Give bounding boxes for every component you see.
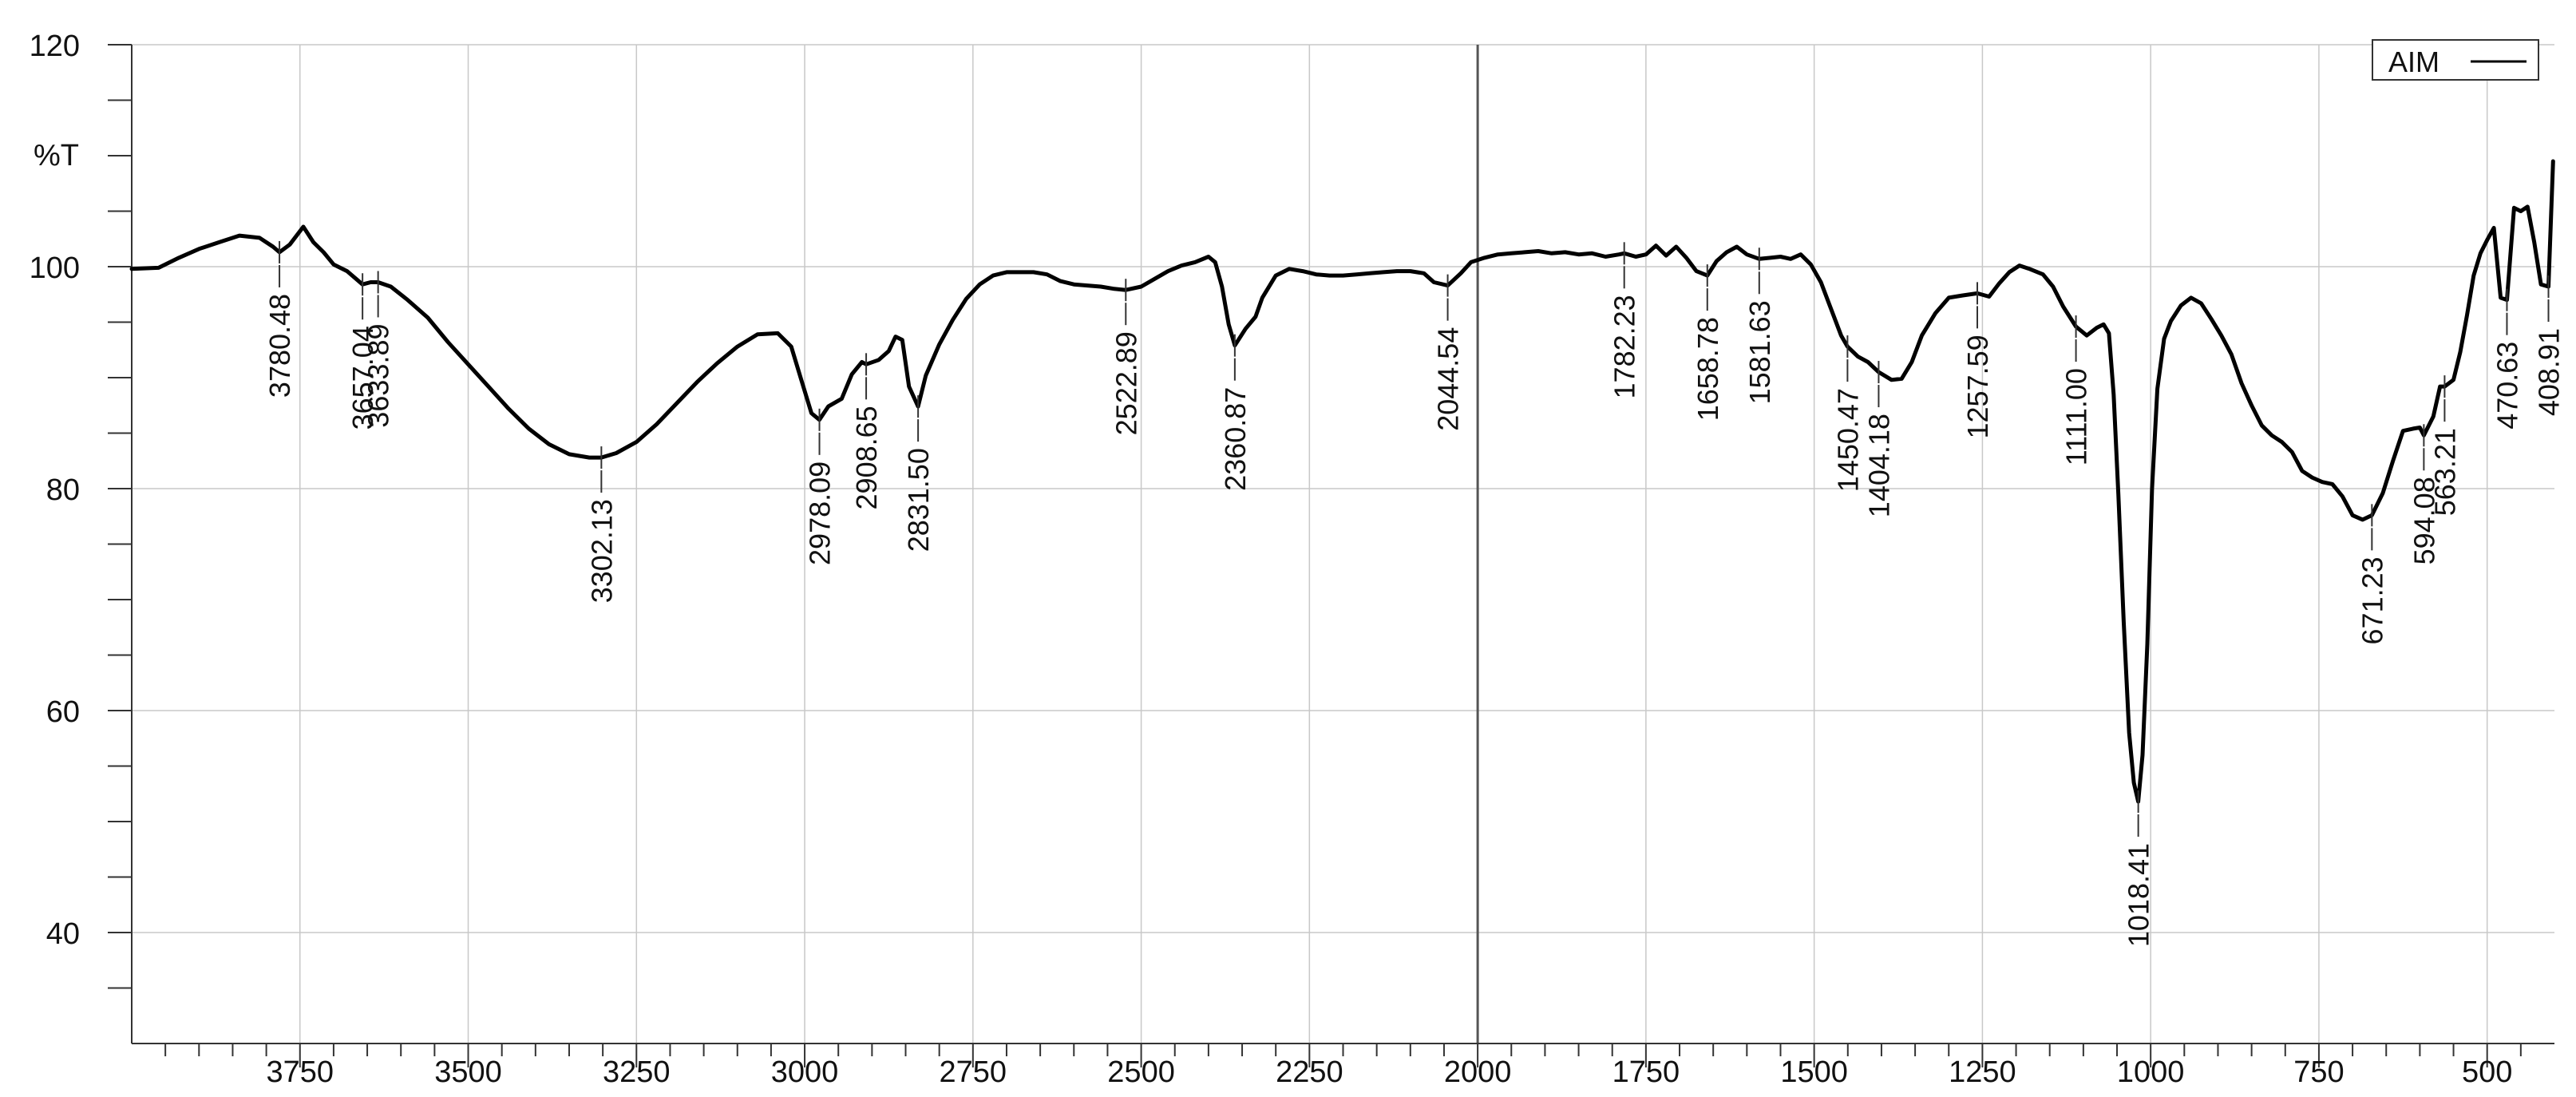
grid	[132, 44, 2554, 1044]
peak-label-text: 1581.63	[1743, 300, 1776, 404]
peak-label: 1257.59	[1961, 282, 1994, 439]
y-axis-title: %T	[34, 139, 79, 172]
peak-label: 3780.48	[263, 240, 296, 398]
y-tick-label: 80	[46, 473, 80, 507]
peak-label: 3302.13	[585, 446, 618, 603]
x-tick-label: 2250	[1276, 1055, 1343, 1089]
peak-label-text: 2522.89	[1110, 331, 1142, 435]
peak-label-text: 470.63	[2491, 342, 2523, 430]
peak-label: 1111.00	[2060, 315, 2093, 465]
peak-label: 1450.47	[1831, 335, 1864, 492]
peak-label-text: 1257.59	[1961, 335, 1994, 438]
peak-label-text: 2978.09	[804, 461, 837, 565]
peak-label-text: 2908.65	[850, 406, 883, 509]
peak-label: 2522.89	[1110, 279, 1142, 435]
peak-label: 1581.63	[1743, 248, 1776, 404]
series-line-aim	[129, 159, 2555, 804]
peak-label-text: 1404.18	[1862, 414, 1895, 517]
x-tick-label: 2750	[940, 1055, 1007, 1089]
peak-label: 1018.41	[2123, 790, 2155, 947]
peak-label-text: 3633.89	[362, 323, 395, 427]
peak-label-text: 2831.50	[902, 448, 935, 552]
peak-label-text: 3302.13	[585, 499, 618, 603]
peak-label-text: 408.91	[2532, 328, 2565, 416]
x-tick-label: 2500	[1107, 1055, 1175, 1089]
peak-label-text: 2044.54	[1432, 327, 1465, 431]
legend: AIM	[2372, 39, 2539, 81]
peak-label: 1404.18	[1862, 361, 1895, 517]
peak-label: 2908.65	[850, 353, 883, 509]
peak-label: 2831.50	[902, 395, 935, 552]
peak-label: 3633.89	[362, 271, 395, 428]
peak-label-text: 1018.41	[2123, 843, 2155, 947]
peak-label-text: 563.21	[2428, 428, 2461, 516]
legend-label: AIM	[2388, 46, 2439, 78]
x-tick-label: 3750	[266, 1055, 334, 1089]
peak-label-text: 1111.00	[2060, 368, 2093, 465]
peak-label: 671.23	[2356, 504, 2388, 644]
x-tick-label: 3500	[434, 1055, 502, 1089]
peak-label: 563.21	[2428, 375, 2461, 516]
peak-label-text: 1782.23	[1609, 295, 1641, 398]
y-tick-label: 100	[30, 251, 80, 285]
peak-label-text: 1658.78	[1692, 317, 1724, 421]
peak-label: 1782.23	[1609, 242, 1641, 398]
peak-label: 2978.09	[804, 408, 837, 565]
peak-label-text: 671.23	[2356, 556, 2388, 644]
peak-label-text: 3657.04	[346, 326, 379, 430]
x-tick-label: 1000	[2117, 1055, 2185, 1089]
peak-label: 594.08	[2408, 424, 2440, 564]
y-tick-label: 60	[46, 695, 80, 729]
y-tick-label: 120	[30, 30, 80, 63]
peak-label-text: 594.08	[2408, 477, 2440, 564]
series-layer	[129, 159, 2555, 804]
peak-label-text: 2360.87	[1219, 387, 1252, 491]
x-tick-label: 3250	[603, 1055, 671, 1089]
x-tick-label: 750	[2293, 1055, 2344, 1089]
peak-label: 3657.04	[346, 273, 379, 430]
y-tick-label: 40	[46, 917, 80, 951]
peak-label: 2044.54	[1432, 274, 1465, 431]
peak-label-text: 1450.47	[1831, 388, 1864, 492]
x-tick-label: 1250	[1949, 1055, 2016, 1089]
peak-label: 470.63	[2491, 288, 2523, 430]
x-tick-label: 500	[2462, 1055, 2512, 1089]
x-tick-label: 1500	[1780, 1055, 1848, 1089]
x-tick-label: 3000	[771, 1055, 839, 1089]
peak-label: 2360.87	[1219, 334, 1252, 491]
peak-label: 1658.78	[1692, 264, 1724, 421]
axes: 40 60 80 100 120 3750 3500 3250 3000 2750 2500 2250…	[30, 30, 2554, 1089]
peak-label-text: 3780.48	[263, 294, 296, 398]
x-tick-label: 2000	[1444, 1055, 1512, 1089]
peak-label: 408.91	[2532, 275, 2565, 416]
x-tick-label: 1750	[1612, 1055, 1680, 1089]
legend-box	[2372, 39, 2539, 81]
